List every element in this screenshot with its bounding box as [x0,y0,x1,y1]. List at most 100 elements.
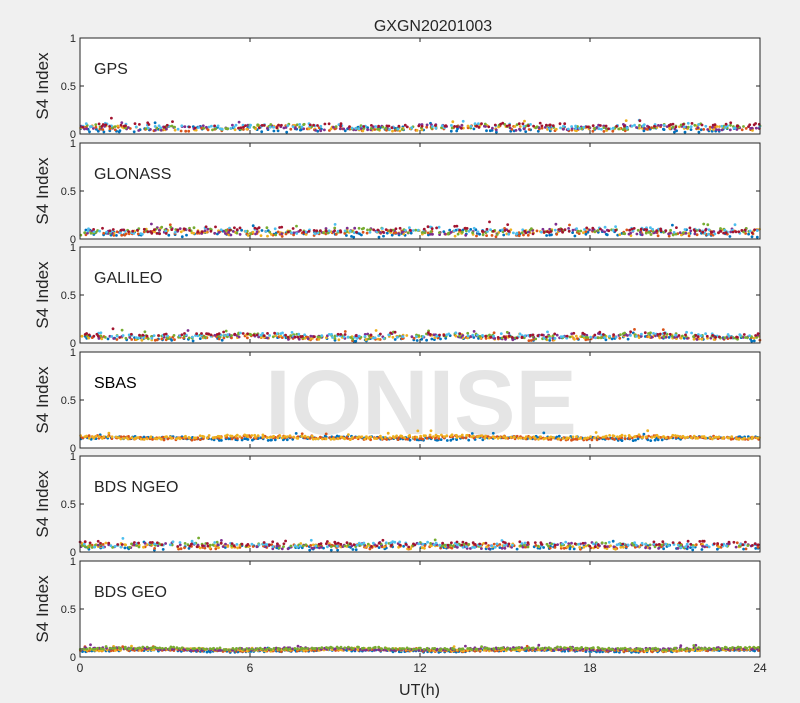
scatter-point [115,234,118,237]
scatter-point [173,334,176,337]
scatter-point [340,436,343,439]
scatter-point [150,337,153,340]
scatter-point [235,647,238,650]
scatter-point [532,334,535,337]
scatter-point [370,436,373,439]
scatter-point [707,233,710,236]
scatter-point [448,649,451,652]
scatter-point [436,648,439,651]
scatter-point [187,329,190,332]
scatter-point [276,542,279,545]
scatter-point [604,542,607,545]
scatter-point [286,438,289,441]
scatter-point [387,432,390,435]
scatter-point [663,335,666,338]
scatter-point [220,439,223,442]
panel-label: GPS [94,61,128,78]
scatter-point [438,231,441,234]
scatter-point [662,328,665,331]
panel-label: GALILEO [94,270,162,287]
scatter-point [421,231,424,234]
scatter-point [481,230,484,233]
scatter-point [205,225,208,228]
scatter-point [358,435,361,438]
scatter-point [611,338,614,341]
scatter-point [651,436,654,439]
scatter-point [225,330,228,333]
y-axis-label: S4 Index [33,470,52,538]
scatter-point [465,542,468,545]
scatter-point [736,541,739,544]
scatter-point [130,333,133,336]
scatter-point [84,540,87,543]
scatter-point [272,435,275,438]
scatter-point [116,230,119,233]
scatter-point [530,227,533,230]
scatter-point [728,541,731,544]
scatter-point [729,121,732,124]
scatter-point [669,229,672,232]
scatter-point [137,129,140,132]
scatter-point [303,647,306,650]
scatter-point [367,338,370,341]
scatter-point [489,336,492,339]
scatter-point [392,336,395,339]
scatter-point [541,543,544,546]
scatter-point [634,435,637,438]
scatter-point [536,125,539,128]
scatter-point [741,543,744,546]
scatter-point [599,437,602,440]
scatter-point [200,332,203,335]
scatter-point [499,436,502,439]
scatter-point [377,646,380,649]
scatter-point [650,233,653,236]
scatter-point [527,546,530,549]
scatter-point [456,436,459,439]
scatter-point [339,333,342,336]
scatter-point [635,335,638,338]
scatter-point [644,331,647,334]
scatter-point [547,545,550,548]
scatter-point [284,334,287,337]
scatter-point [617,128,620,131]
scatter-point [496,233,499,236]
scatter-point [545,124,548,127]
scatter-point [568,436,571,439]
scatter-point [146,335,149,338]
scatter-point [271,540,274,543]
scatter-point [204,336,207,339]
scatter-point [753,228,756,231]
scatter-point [537,644,540,647]
scatter-point [619,546,622,549]
scatter-point [194,437,197,440]
scatter-point [754,334,757,337]
scatter-point [170,228,173,231]
scatter-point [362,227,365,230]
scatter-point [250,434,253,437]
scatter-point [639,119,642,122]
scatter-point [460,127,463,130]
scatter-point [689,546,692,549]
y-tick-label: 1 [70,242,76,254]
scatter-point [500,332,503,335]
scatter-point [202,124,205,127]
scatter-point [494,546,497,549]
scatter-point [282,545,285,548]
scatter-point [390,544,393,547]
scatter-point [370,545,373,548]
scatter-point [226,333,229,336]
scatter-point [529,437,532,440]
scatter-point [128,546,131,549]
scatter-point [346,437,349,440]
scatter-point [575,335,578,338]
scatter-point [643,433,646,436]
scatter-point [700,128,703,131]
scatter-point [333,227,336,230]
scatter-point [344,330,347,333]
scatter-point [366,232,369,235]
scatter-point [214,547,217,550]
scatter-point [224,232,227,235]
scatter-point [701,231,704,234]
